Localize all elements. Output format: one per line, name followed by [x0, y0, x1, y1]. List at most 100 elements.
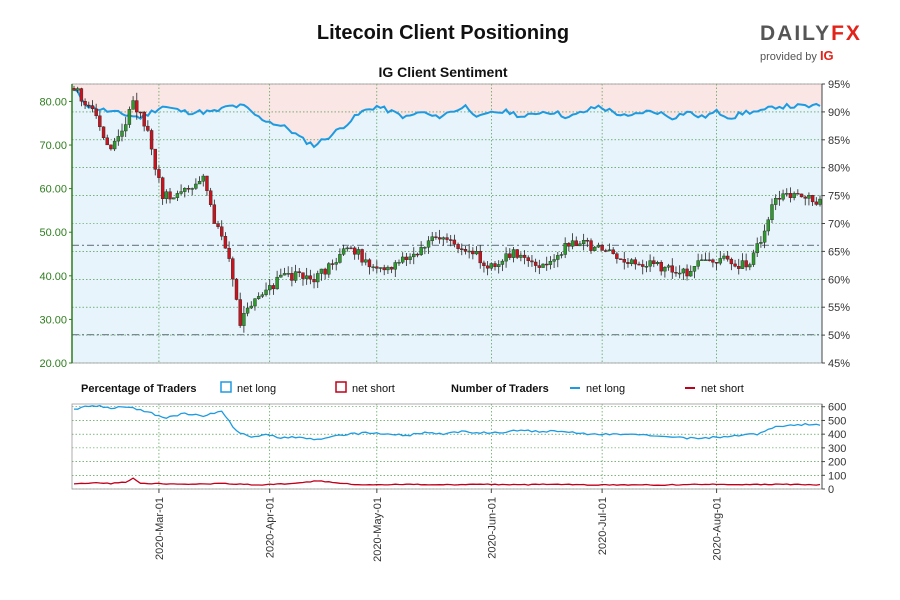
bottom-right-tick-label: 0	[828, 484, 834, 496]
left-tick-label: 80.00	[39, 96, 67, 108]
candle-body	[519, 254, 523, 258]
candle-body	[641, 264, 645, 267]
candle-body	[371, 266, 375, 269]
bottom-right-tick-label: 200	[828, 457, 846, 469]
right-tick-label: 50%	[828, 330, 850, 342]
logo-accent-text: FX	[831, 22, 862, 45]
candle-body	[205, 175, 209, 191]
candle-body	[223, 236, 228, 249]
candle-body	[304, 275, 309, 279]
legend-long-label: net long	[237, 383, 276, 395]
candle-body	[290, 273, 294, 281]
candle-body	[515, 249, 519, 258]
candle-body	[533, 261, 538, 266]
candle-body	[452, 239, 457, 245]
candle-body	[441, 237, 446, 240]
candle-body	[810, 195, 815, 203]
x-tick-label: 2020-Mar-01	[154, 497, 166, 560]
ig-logo-text: IG	[819, 48, 834, 63]
candle-body	[504, 253, 508, 262]
candle-body	[142, 112, 146, 127]
right-tick-label: 45%	[828, 358, 850, 370]
candle-body	[382, 267, 386, 271]
legend-number-long-label: net long	[586, 383, 625, 395]
candle-body	[607, 249, 612, 251]
candle-body	[79, 88, 84, 102]
candle-body	[541, 263, 545, 268]
candle-body	[101, 126, 106, 139]
right-tick-label: 80%	[828, 163, 850, 175]
candle-body	[423, 247, 427, 249]
candle-body	[397, 262, 401, 264]
candle-body	[722, 255, 726, 259]
x-tick-label: 2020-Apr-01	[265, 497, 277, 558]
candle-body	[408, 256, 412, 260]
candle-body	[316, 273, 320, 283]
candle-body	[179, 191, 183, 194]
candle-body	[655, 262, 660, 265]
candle-body	[766, 219, 770, 232]
candle-body	[482, 262, 486, 267]
candle-body	[788, 193, 793, 198]
candle-body	[659, 262, 663, 272]
candle-body	[98, 115, 102, 128]
candle-body	[271, 285, 276, 290]
candle-body	[164, 191, 169, 199]
candle-body	[570, 240, 575, 247]
candle-body	[412, 253, 416, 258]
candle-body	[220, 226, 224, 237]
candle-body	[260, 294, 265, 297]
candle-body	[437, 237, 442, 240]
logo-provided-by: provided by IG	[760, 48, 870, 63]
candle-body	[127, 109, 132, 125]
candle-body	[604, 250, 608, 252]
candle-body	[663, 266, 667, 272]
bottom-right-tick-label: 100	[828, 470, 846, 482]
net-short-area	[72, 84, 822, 147]
legend-number-title: Number of Traders	[451, 383, 549, 395]
candle-body	[338, 254, 342, 263]
candle-body	[467, 250, 471, 253]
candle-body	[308, 275, 313, 280]
candle-body	[567, 243, 571, 247]
candle-body	[700, 259, 704, 261]
candle-body	[751, 252, 756, 265]
candle-body	[264, 289, 268, 295]
candle-body	[648, 260, 652, 267]
chart-subtitle: IG Client Sentiment	[378, 64, 508, 80]
candle-body	[375, 266, 379, 269]
candle-body	[319, 268, 324, 274]
candle-body	[168, 191, 172, 200]
candle-body	[581, 240, 586, 245]
candle-body	[109, 144, 113, 150]
candle-body	[500, 260, 505, 265]
candle-body	[135, 100, 139, 113]
candle-body	[460, 248, 464, 250]
candle-body	[733, 263, 737, 267]
candle-body	[301, 272, 305, 279]
candle-body	[711, 259, 715, 263]
candle-body	[615, 253, 619, 259]
candle-body	[349, 247, 353, 250]
candle-body	[785, 193, 789, 195]
candle-body	[585, 240, 590, 242]
candle-body	[360, 249, 364, 263]
candle-body	[327, 263, 331, 275]
candle-body	[707, 259, 711, 261]
candle-body	[256, 296, 261, 299]
candle-body	[160, 177, 165, 199]
candle-body	[312, 279, 316, 283]
candle-body	[497, 264, 501, 267]
candle-body	[814, 201, 819, 205]
candle-body	[689, 270, 693, 277]
candle-body	[190, 188, 194, 190]
candle-body	[744, 260, 748, 268]
candle-body	[330, 263, 335, 265]
candle-body	[186, 188, 191, 190]
candle-body	[637, 263, 641, 266]
x-tick-label: 2020-May-01	[372, 497, 384, 562]
candle-body	[197, 180, 202, 185]
candle-body	[574, 240, 578, 247]
bottom-plot-frame	[71, 403, 823, 490]
